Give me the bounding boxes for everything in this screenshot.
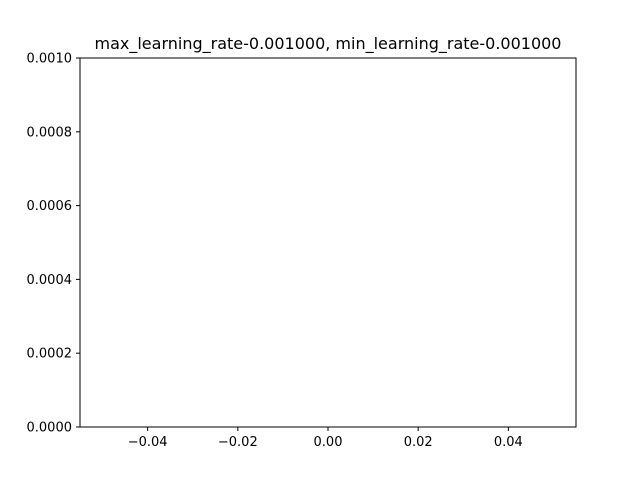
y-tick-label: 0.0000 (27, 421, 73, 436)
x-tick-label: −0.04 (128, 435, 168, 450)
x-axis: −0.04 −0.02 0.00 0.02 0.04 (128, 427, 523, 450)
y-tick-label: 0.0002 (27, 347, 73, 362)
y-tick-label: 0.0008 (27, 125, 73, 140)
plot-area (79, 57, 577, 428)
chart-title: max_learning_rate-0.001000, min_learning… (95, 34, 562, 54)
x-tick-label: −0.02 (218, 435, 258, 450)
y-axis: 0.0000 0.0002 0.0004 0.0006 0.0008 0.0010 (27, 52, 80, 436)
x-tick-label: 0.00 (314, 435, 343, 450)
x-tick-label: 0.02 (404, 435, 433, 450)
y-tick-label: 0.0006 (27, 199, 73, 214)
y-tick-label: 0.0010 (27, 52, 73, 67)
x-tick-label: 0.04 (494, 435, 523, 450)
y-tick-label: 0.0004 (27, 273, 73, 288)
